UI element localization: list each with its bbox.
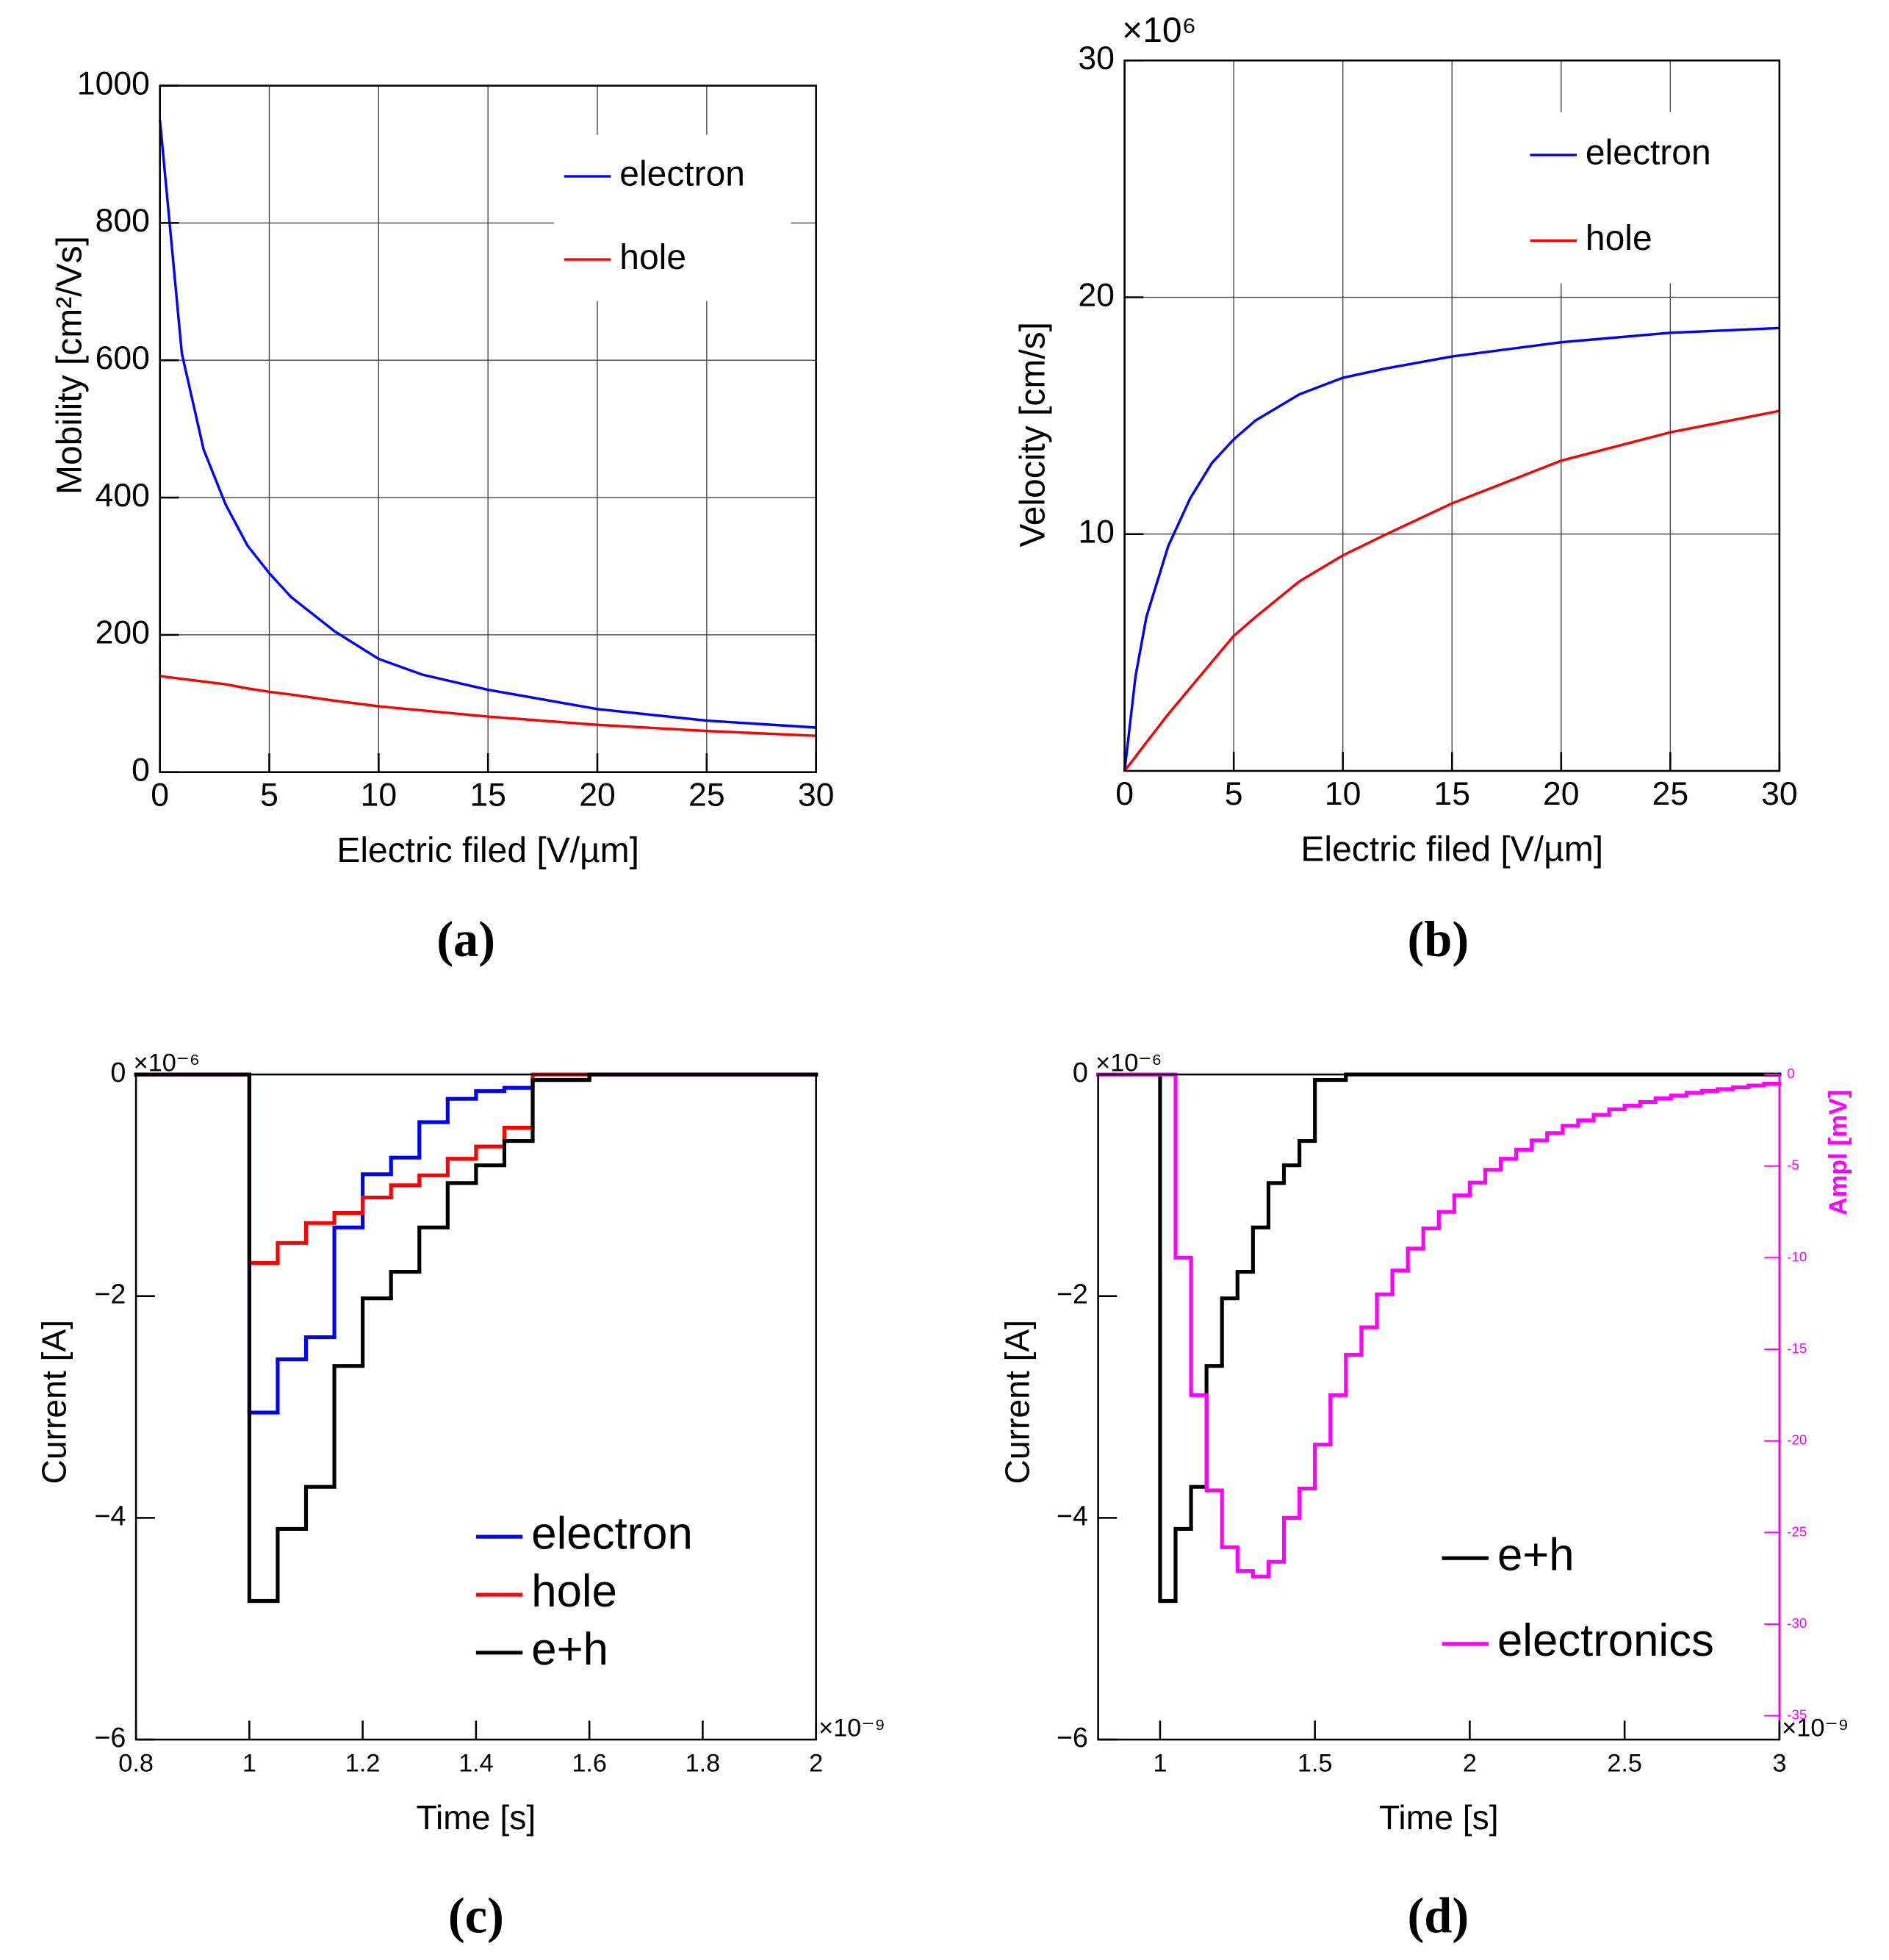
x-tick-label: 1.4 bbox=[458, 1749, 494, 1777]
legend-label: hole bbox=[619, 238, 686, 277]
curve bbox=[1123, 409, 1780, 772]
x-tick-label: 2.5 bbox=[1607, 1749, 1642, 1777]
x-tick-label: 30 bbox=[1761, 776, 1798, 812]
legend-label: electron bbox=[531, 1508, 692, 1559]
x-axis-label: Electric filed [V/µm] bbox=[1300, 830, 1603, 869]
y-multiplier: ×10⁻⁶ bbox=[1095, 1049, 1162, 1077]
caption: (d) bbox=[1407, 1888, 1469, 1944]
x-tick-label: 15 bbox=[469, 778, 506, 814]
x-axis-label: Time [s] bbox=[416, 1798, 536, 1837]
curve bbox=[159, 675, 816, 737]
x-tick-label: 25 bbox=[1652, 776, 1689, 812]
x-tick-label: 3 bbox=[1772, 1749, 1786, 1777]
y-tick-label: −4 bbox=[1057, 1500, 1088, 1531]
x-tick-label: 10 bbox=[1325, 776, 1361, 812]
x-multiplier: ×10⁻⁹ bbox=[1782, 1714, 1849, 1742]
x-tick-label: 0 bbox=[1115, 776, 1134, 812]
y2-tick-label: 0 bbox=[1787, 1066, 1794, 1081]
x-tick-label: 20 bbox=[1543, 776, 1580, 812]
y-tick-label: 200 bbox=[96, 615, 150, 651]
x-axis-label: Time [s] bbox=[1379, 1798, 1499, 1837]
x-tick-label: 1 bbox=[242, 1749, 256, 1777]
y-axis-label: Current [A] bbox=[999, 1320, 1037, 1485]
x-tick-label: 20 bbox=[579, 778, 616, 814]
y-tick-label: 600 bbox=[96, 340, 150, 376]
y2-tick-label: -20 bbox=[1787, 1432, 1807, 1448]
x-tick-label: 5 bbox=[1225, 776, 1243, 812]
y2-axis-label: Ampl [mV] bbox=[1824, 1090, 1852, 1216]
legend-box bbox=[1431, 1515, 1755, 1687]
x-axis-label: Electric filed [V/µm] bbox=[337, 831, 639, 870]
y-tick-label: −6 bbox=[1057, 1722, 1088, 1753]
x-tick-label: 1.5 bbox=[1298, 1749, 1333, 1777]
x-tick-label: 1.2 bbox=[345, 1749, 381, 1777]
legend-label: electronics bbox=[1497, 1615, 1714, 1666]
y2-tick-label: -30 bbox=[1787, 1615, 1807, 1631]
legend-box bbox=[554, 134, 791, 301]
x-tick-label: 0 bbox=[151, 778, 169, 814]
legend-label: e+h bbox=[1497, 1530, 1575, 1581]
y-tick-label: 1000 bbox=[77, 65, 150, 101]
y-tick-label: −2 bbox=[94, 1279, 126, 1310]
y-tick-label: −4 bbox=[94, 1500, 126, 1531]
y-tick-label: 20 bbox=[1078, 277, 1115, 313]
y-multiplier: ×10⁻⁶ bbox=[134, 1049, 200, 1077]
y-multiplier: ×10⁶ bbox=[1122, 11, 1196, 50]
x-tick-label: 15 bbox=[1433, 776, 1470, 812]
legend-label: hole bbox=[1586, 219, 1652, 258]
x-tick-label: 1.8 bbox=[686, 1749, 721, 1777]
y-axis-label: Mobility [cm²/Vs] bbox=[50, 236, 89, 495]
legend-box bbox=[1519, 112, 1755, 284]
x-multiplier: ×10⁻⁹ bbox=[818, 1714, 885, 1742]
y-axis-label: Velocity [cm/s] bbox=[1014, 322, 1053, 548]
x-tick-label: 10 bbox=[361, 778, 397, 814]
y-tick-label: 30 bbox=[1078, 40, 1115, 76]
x-tick-label: 25 bbox=[688, 778, 725, 814]
y-tick-label: 800 bbox=[96, 203, 150, 239]
x-tick-label: 0.8 bbox=[118, 1749, 154, 1777]
y2-tick-label: -25 bbox=[1787, 1523, 1807, 1539]
y2-tick-label: -35 bbox=[1787, 1707, 1807, 1723]
y-tick-label: −2 bbox=[1057, 1279, 1088, 1310]
y2-tick-label: -10 bbox=[1787, 1249, 1807, 1264]
legend-label: electron bbox=[1586, 134, 1711, 173]
y2-tick-label: -15 bbox=[1787, 1340, 1807, 1356]
x-tick-label: 2 bbox=[1463, 1749, 1477, 1777]
legend-label: hole bbox=[531, 1566, 617, 1617]
curve bbox=[158, 120, 816, 729]
y-tick-label: 0 bbox=[1073, 1057, 1088, 1088]
x-tick-label: 2 bbox=[809, 1749, 823, 1777]
x-tick-label: 30 bbox=[798, 778, 835, 814]
x-tick-label: 5 bbox=[260, 778, 278, 814]
y2-tick-label: -5 bbox=[1787, 1157, 1799, 1173]
y-tick-label: 10 bbox=[1078, 514, 1115, 550]
y-tick-label: 400 bbox=[96, 478, 150, 514]
caption: (a) bbox=[436, 911, 495, 967]
y-tick-label: −6 bbox=[94, 1722, 126, 1753]
x-tick-label: 1 bbox=[1153, 1749, 1167, 1777]
curve bbox=[1123, 326, 1780, 772]
legend-label: e+h bbox=[531, 1624, 608, 1675]
caption: (c) bbox=[448, 1888, 504, 1944]
caption: (b) bbox=[1407, 911, 1469, 967]
y-axis-label: Current [A] bbox=[35, 1320, 73, 1485]
legend-label: electron bbox=[619, 155, 745, 194]
x-tick-label: 1.6 bbox=[572, 1749, 607, 1777]
y-tick-label: 0 bbox=[132, 752, 150, 788]
y-tick-label: 0 bbox=[110, 1057, 126, 1088]
